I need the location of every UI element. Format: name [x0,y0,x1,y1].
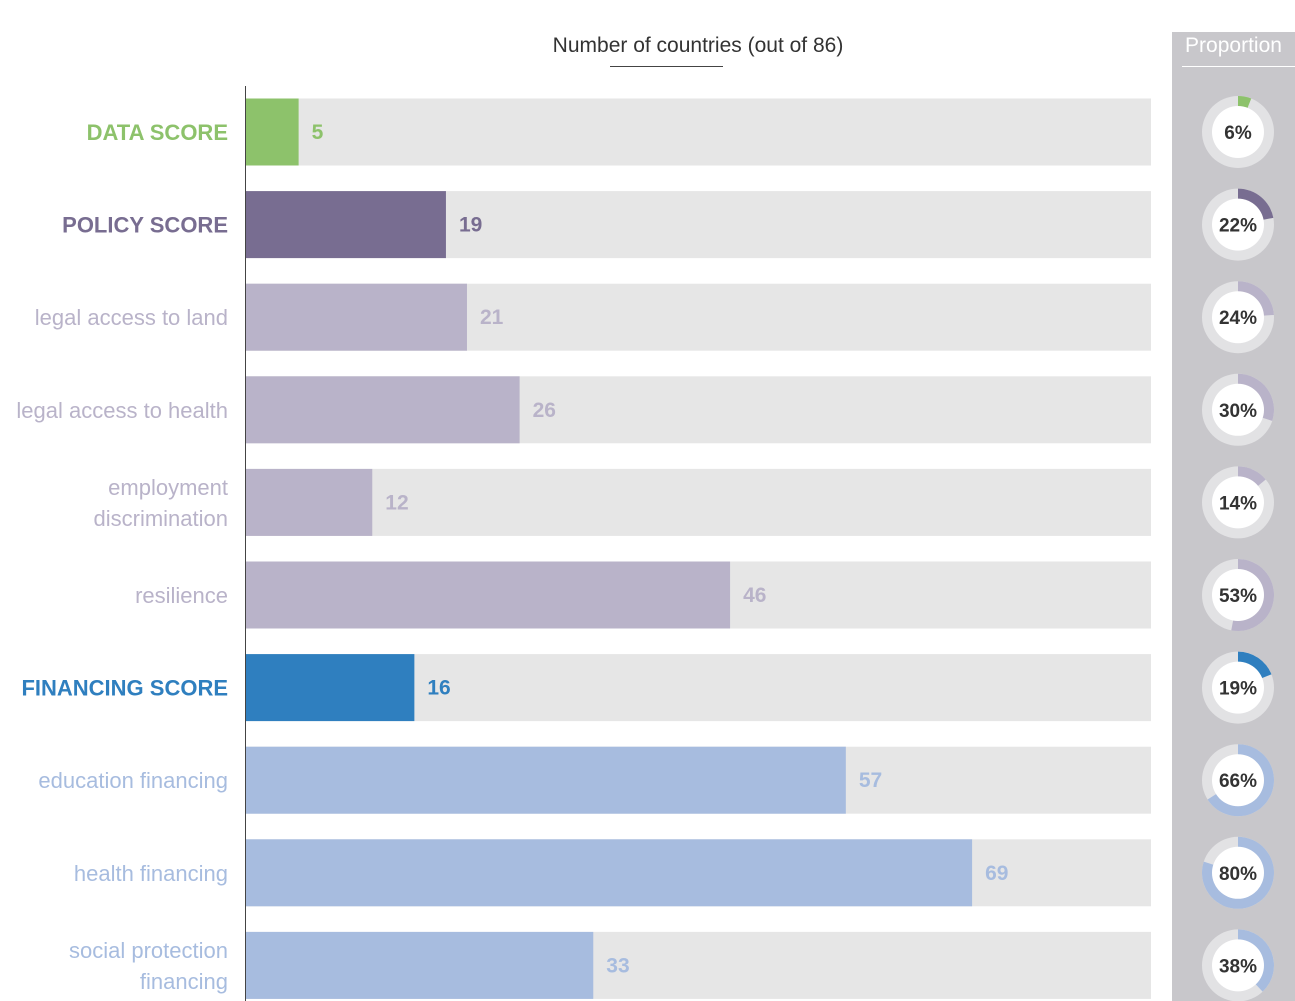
category-label: employment discrimination [94,475,229,531]
value-label: 33 [606,954,629,977]
donut-hole [1212,291,1264,344]
value-label: 19 [459,214,482,237]
category-label: education financing [38,768,228,793]
donut-hole [1212,846,1264,899]
value-label: 5 [312,121,324,144]
proportion-underline [1182,66,1295,67]
bar-chart: 5 DATA SCORE 19 POLICY SCORE 21 legal access … [16,98,1151,999]
bar [246,839,973,907]
bar-track [246,468,1151,536]
proportion-donuts: 6% 22% 24% 30% 14% 53% 19% 66% 80% 38% [1201,96,1275,1001]
bar [246,931,594,999]
category-label: legal access to land [35,305,228,330]
bar [246,468,373,536]
proportion-label: 53% [1219,586,1257,607]
proportion-label: 22% [1219,216,1257,237]
proportion-label: 80% [1219,864,1257,885]
value-label: 21 [480,306,504,329]
proportion-label: 6% [1224,123,1252,144]
bar [246,376,520,444]
value-label: 16 [427,677,450,700]
proportion-label: 38% [1219,956,1257,977]
value-label: 69 [985,862,1008,885]
category-label: health financing [74,861,228,886]
category-label: DATA SCORE [87,120,228,145]
donut-hole [1212,198,1264,251]
donut-hole [1212,661,1264,714]
value-label: 26 [533,399,556,422]
category-label: POLICY SCORE [62,213,228,238]
donut-hole [1212,383,1264,436]
bar [246,191,446,259]
category-label: legal access to health [16,398,228,423]
bar [246,654,415,722]
value-label: 57 [859,769,882,792]
bar [246,746,846,814]
category-label: FINANCING SCORE [21,676,228,701]
donut-hole [1212,569,1264,621]
bar [246,561,731,629]
category-label: resilience [135,583,228,608]
bar-track [246,98,1151,166]
proportion-label: 66% [1219,771,1257,792]
bar [246,283,467,351]
title-underline [610,66,723,67]
proportion-label: 24% [1219,308,1257,329]
value-label: 46 [743,584,766,607]
bar [246,98,299,166]
proportion-label: 19% [1219,679,1257,700]
donut-hole [1212,476,1264,529]
y-axis-line [245,86,246,1001]
value-label: 12 [385,491,408,514]
chart-title: Number of countries (out of 86) [552,34,844,57]
donut-hole [1212,754,1264,807]
donut-hole [1212,939,1264,992]
category-label: social protection financing [69,938,228,994]
proportion-label: 14% [1219,493,1257,514]
proportion-title: Proportion [1185,34,1282,57]
donut-hole [1212,106,1264,158]
proportion-label: 30% [1219,401,1257,422]
